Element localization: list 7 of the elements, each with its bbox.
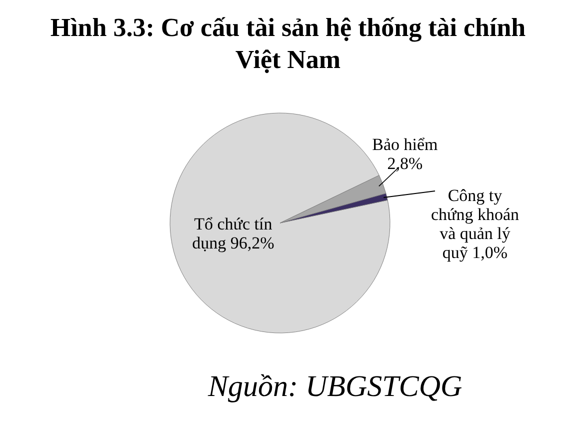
text: Nguồn: UBGSTCQG xyxy=(208,370,462,404)
slice-label: Tổ chức tín dụng 96,2% xyxy=(192,214,274,252)
slice-label: Bảo hiểm xyxy=(372,135,438,154)
slice-label: Công ty chứng khoán và quản lý quỹ 1,0% xyxy=(430,186,520,262)
chart-title: Hình 3.3: Cơ cấu tài sản hệ thống tài chính Việt Nam xyxy=(49,12,527,76)
pie-slice xyxy=(280,175,386,224)
data-label: 2,8% xyxy=(387,154,423,174)
